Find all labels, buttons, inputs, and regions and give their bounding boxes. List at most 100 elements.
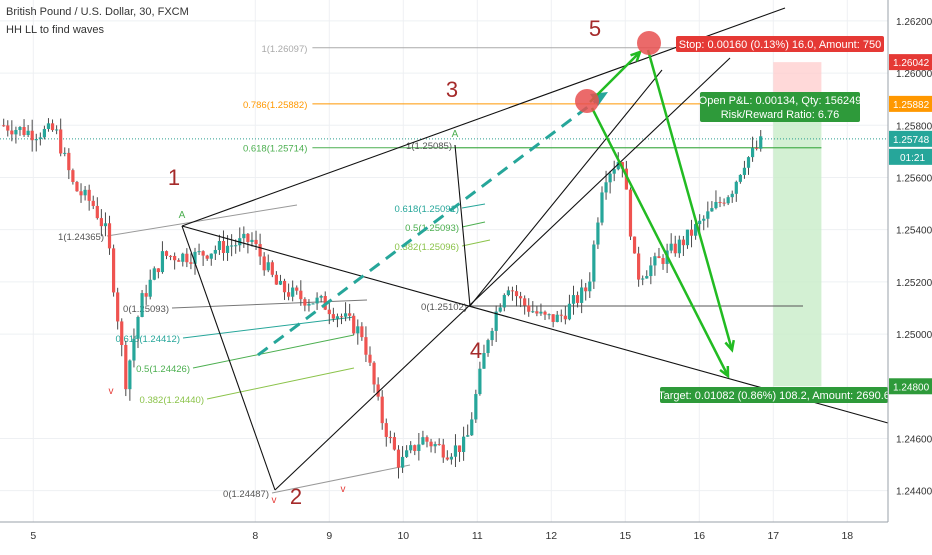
target-label-bg xyxy=(660,387,888,403)
candle-body xyxy=(457,445,462,452)
candle-body xyxy=(83,189,87,196)
candle-body xyxy=(42,128,46,138)
candle-body xyxy=(600,192,604,223)
candle-body xyxy=(750,147,755,158)
candle-body xyxy=(714,201,718,209)
candle-body xyxy=(116,292,120,322)
candle-body xyxy=(185,253,189,263)
candle-body xyxy=(160,251,165,273)
fib-level-label: 0.786(1.25882) xyxy=(243,100,307,111)
candle-body xyxy=(221,241,226,253)
candle-body xyxy=(181,253,185,262)
candle-body xyxy=(30,130,34,141)
price-tag: 1.24800 xyxy=(893,382,930,393)
x-tick-label: 16 xyxy=(693,530,705,542)
candle-body xyxy=(673,243,677,254)
candle-body xyxy=(156,268,160,273)
wave-label-5: 5 xyxy=(589,16,601,41)
candle-body xyxy=(559,314,563,316)
fib-right-0-label: 0(1.25102) xyxy=(421,302,467,313)
countdown-bg xyxy=(889,148,932,165)
candle-body xyxy=(392,437,397,450)
candle-body xyxy=(449,456,453,460)
candle-body xyxy=(278,280,283,285)
candle-body xyxy=(343,313,348,317)
candle-body xyxy=(575,295,580,303)
pivot-marker: v xyxy=(272,495,277,506)
candle-body xyxy=(274,274,278,285)
fib-right-0382-line xyxy=(461,239,491,247)
candle-body xyxy=(396,449,401,468)
path-arrow xyxy=(646,49,734,351)
candle-body xyxy=(71,170,75,182)
candle-body xyxy=(266,262,270,271)
candle-body xyxy=(657,256,661,259)
fib-left-1-line xyxy=(106,204,298,237)
candle-body xyxy=(689,229,694,236)
fib-left-0a-line xyxy=(171,299,368,309)
target-zone xyxy=(773,103,822,387)
fib-right-0618-line xyxy=(461,203,486,209)
candle-body xyxy=(50,123,55,131)
candle-body xyxy=(502,295,506,308)
candle-body xyxy=(242,233,246,239)
x-tick-label: 17 xyxy=(767,530,779,542)
candle-body xyxy=(612,169,616,174)
candle-body xyxy=(588,281,592,292)
candle-body xyxy=(120,321,124,346)
candle-body xyxy=(413,445,417,451)
price-tag: 1.26042 xyxy=(893,58,930,69)
stop-label-bg xyxy=(676,36,884,52)
candle-body xyxy=(201,251,205,256)
candle-body xyxy=(486,340,490,354)
candle-body xyxy=(694,224,698,236)
candle-body xyxy=(124,345,128,390)
candle-body xyxy=(551,314,555,322)
candle-body xyxy=(437,444,441,446)
candle-body xyxy=(478,368,482,395)
candle-body xyxy=(291,287,295,297)
fib-left-05-label: 0.5(1.24426) xyxy=(136,364,190,375)
candle-body xyxy=(348,313,352,316)
candle-body xyxy=(527,305,531,312)
price-tag-bg xyxy=(889,95,932,112)
candle-body xyxy=(213,249,217,254)
candle-body xyxy=(168,255,173,257)
candle-body xyxy=(103,223,108,227)
candle-body xyxy=(531,311,535,313)
wave-label-4: 4 xyxy=(470,338,482,363)
x-tick-label: 12 xyxy=(545,530,557,542)
fib-right-05-line xyxy=(461,221,486,228)
fib-level-label: 1(1.26097) xyxy=(261,44,307,55)
pivot-marker: v xyxy=(341,484,346,495)
candle-body xyxy=(230,245,234,247)
candle-body xyxy=(177,260,181,262)
candle-body xyxy=(356,326,360,334)
candle-body xyxy=(421,437,425,445)
symbol-title: British Pound / U.S. Dollar, 30, FXCM xyxy=(6,6,189,18)
candle-body xyxy=(380,396,384,424)
candle-body xyxy=(409,445,413,451)
candle-body xyxy=(282,280,287,293)
candle-body xyxy=(539,311,543,314)
candle-body xyxy=(698,220,702,225)
candle-body xyxy=(681,239,685,246)
candle-body xyxy=(111,248,116,293)
x-tick-label: 11 xyxy=(472,530,483,542)
wave5-target-circle xyxy=(637,31,661,55)
candle-body xyxy=(400,456,405,468)
candle-body xyxy=(234,245,238,247)
candle-body xyxy=(535,311,539,314)
candle-body xyxy=(523,298,527,306)
candle-body xyxy=(87,189,91,201)
candle-body xyxy=(445,457,449,460)
candle-body xyxy=(270,262,274,275)
candle-body xyxy=(79,191,83,196)
candle-body xyxy=(315,297,319,304)
candle-body xyxy=(372,362,376,385)
candle-body xyxy=(46,123,51,129)
candle-body xyxy=(136,316,140,339)
trend-line xyxy=(274,57,731,491)
candle-body xyxy=(189,262,193,264)
